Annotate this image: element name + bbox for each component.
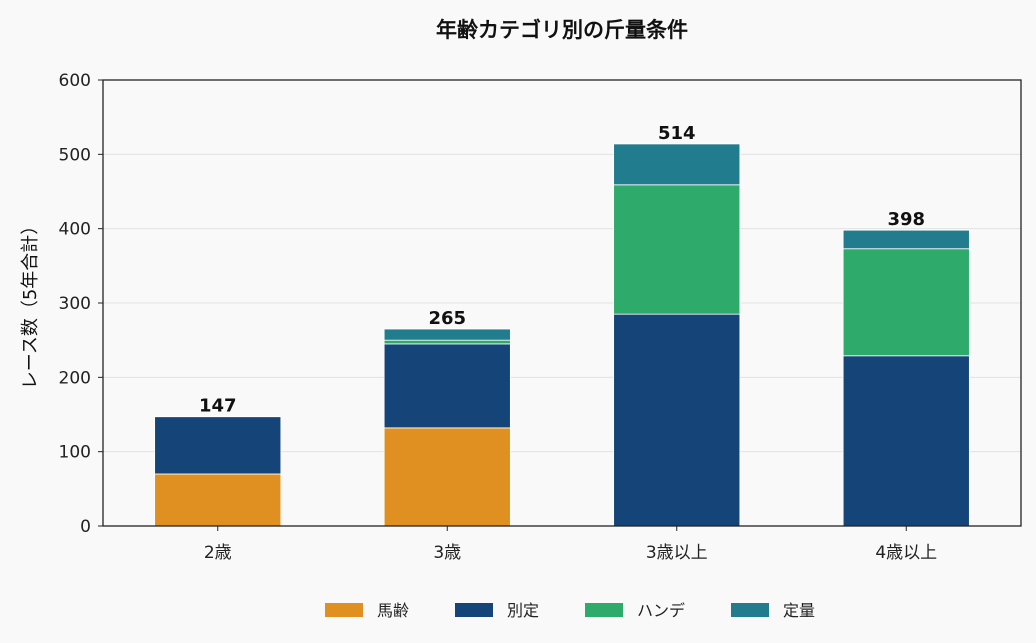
legend-swatch	[731, 603, 769, 617]
bar-segment	[613, 143, 741, 186]
y-tick-label: 200	[59, 368, 91, 388]
bar-segment	[383, 339, 511, 345]
legend-item: 馬齢	[325, 601, 409, 620]
x-tick-label: 3歳	[433, 543, 461, 563]
y-axis-label: レース数（5年合計）	[20, 217, 41, 390]
total-label: 265	[428, 308, 466, 329]
legend-label: 定量	[783, 601, 815, 620]
y-tick-label: 100	[59, 443, 91, 463]
legend-swatch	[325, 603, 363, 617]
legend-label: ハンデ	[637, 601, 685, 620]
total-label: 147	[199, 396, 237, 417]
y-tick-label: 400	[59, 220, 91, 240]
total-label: 398	[887, 209, 925, 230]
bar-segment	[842, 248, 970, 357]
legend-label: 別定	[507, 601, 539, 620]
legend-item: ハンデ	[585, 601, 685, 620]
legend-label: 馬齢	[377, 601, 409, 620]
y-tick-label: 0	[80, 517, 91, 537]
y-tick-label: 500	[59, 145, 91, 165]
legend-item: 定量	[731, 601, 815, 620]
legend-swatch	[455, 603, 493, 617]
bar-segment	[842, 355, 970, 527]
bar-segment	[613, 184, 741, 315]
bar-segment	[613, 313, 741, 527]
x-tick-label: 3歳以上	[646, 543, 708, 563]
bar-segment	[842, 229, 970, 250]
y-tick-label: 600	[59, 71, 91, 91]
bars	[154, 143, 970, 527]
bar-segment	[383, 427, 511, 527]
bar-segment	[154, 473, 282, 527]
legend-swatch	[585, 603, 623, 617]
legend: 馬齢 別定 ハンデ 定量	[325, 601, 815, 620]
bar-segment	[383, 343, 511, 429]
total-labels: 147 265 514 398	[199, 123, 925, 417]
x-tick-label: 2歳	[204, 543, 232, 563]
axes: 2歳 3歳 3歳以上 4歳以上 0 100 200 300 400 500 600	[59, 71, 1022, 563]
legend-item: 別定	[455, 601, 539, 620]
chart-title: 年齢カテゴリ別の斤量条件	[436, 18, 688, 42]
bar-segment	[383, 328, 511, 341]
x-tick-label: 4歳以上	[875, 543, 937, 563]
bar-segment	[154, 416, 282, 475]
total-label: 514	[658, 123, 696, 144]
y-tick-label: 300	[59, 294, 91, 314]
